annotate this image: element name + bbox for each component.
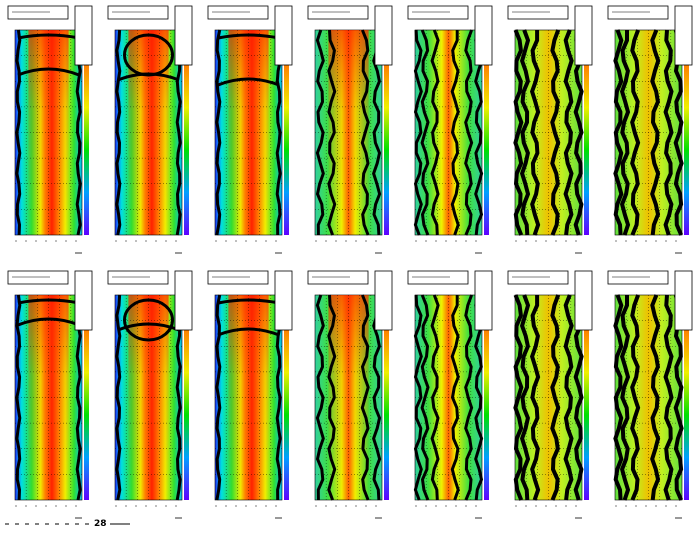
contour [519,294,531,501]
stats-box [174,5,193,66]
contour [327,29,337,236]
title-box [507,270,569,285]
contour [17,33,80,40]
contour [123,298,174,342]
contour [217,33,280,40]
title-box [107,270,169,285]
contour [513,29,524,236]
palette [184,330,189,500]
palette [84,65,89,235]
palette [584,330,589,500]
contour [519,29,531,236]
contour [630,294,641,501]
panels [7,5,693,519]
contour [360,29,370,236]
contour [117,322,180,332]
title-box [207,5,269,20]
palette [84,330,89,500]
contour [217,77,280,87]
contour [529,295,541,501]
title-box [7,270,69,285]
contour [413,29,423,236]
contour [563,29,574,236]
palette [384,330,389,500]
stats-box [674,5,693,66]
contour [360,294,370,501]
contour [663,294,674,501]
stats-box [274,5,293,66]
stats-box [474,5,493,66]
contour [619,30,631,236]
stats-box [74,270,93,331]
palette [284,330,289,500]
title-box [307,5,369,20]
palette [484,65,489,235]
contour [550,294,561,501]
stats-box [374,270,393,331]
contour [327,294,337,501]
palette [384,65,389,235]
title-box [307,270,369,285]
contour [420,29,430,236]
palette [584,65,589,235]
title-box [7,5,69,20]
title-box [207,270,269,285]
contour [315,294,325,501]
stats-box [74,5,93,66]
contour [450,295,460,501]
contour [613,29,624,236]
contour [15,294,22,501]
palette [684,330,689,500]
contour [17,67,80,77]
contour [420,294,430,501]
contour [450,30,460,236]
contour [217,298,280,305]
contour [550,29,561,236]
title-box [607,5,669,20]
contour [17,298,80,305]
contour [123,33,174,77]
title-box [607,270,669,285]
contour [15,29,22,236]
contour [650,294,661,501]
contour [619,295,631,501]
contour [17,317,80,327]
contour [115,29,122,236]
palette [284,65,289,235]
title-box [407,270,469,285]
stats-box [574,5,593,66]
stats-box [474,270,493,331]
palette [484,330,489,500]
contour [430,29,440,236]
contour [413,294,423,501]
contour [217,327,280,337]
stats-box [374,5,393,66]
contour [464,294,474,501]
title-box [107,5,169,20]
stats-box [574,270,593,331]
title-box [507,5,569,20]
contour [315,29,325,236]
contour [513,294,524,501]
contour [464,29,474,236]
contour [563,294,574,501]
contour [613,294,624,501]
footer-label: 28 [94,519,107,529]
contour [430,294,440,501]
palette [184,65,189,235]
contour [650,29,661,236]
contour [215,29,222,236]
title-box [407,5,469,20]
contour [215,294,222,501]
stats-box [274,270,293,331]
palette [684,65,689,235]
contour [529,30,541,236]
contour [663,29,674,236]
contour [630,29,641,236]
stats-box [174,270,193,331]
stats-box [674,270,693,331]
